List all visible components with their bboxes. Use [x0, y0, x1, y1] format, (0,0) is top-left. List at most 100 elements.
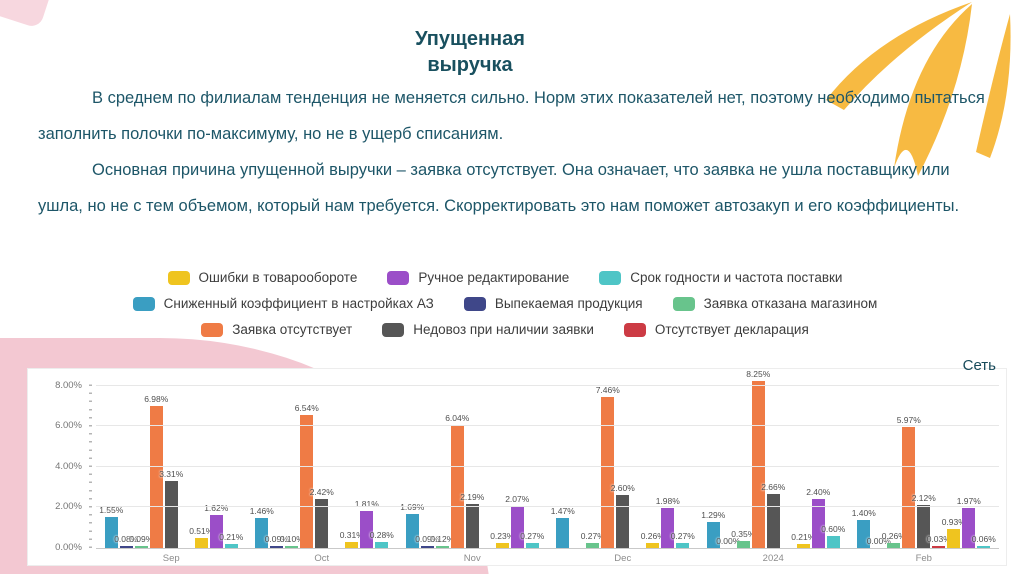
bar-value-label: 0.60%: [821, 523, 846, 534]
bar: 0.12%: [430, 534, 454, 548]
bar: 0.08%: [114, 534, 138, 548]
bar: 7.46%: [596, 385, 620, 548]
bar: 3.31%: [159, 469, 183, 548]
legend-item-label: Ошибки в товарообороте: [198, 270, 358, 285]
bar-value-label: 0.51%: [189, 525, 214, 536]
bar-value-label: 2.19%: [460, 491, 485, 502]
bar: 0.60%: [821, 524, 845, 548]
bar: 2.40%: [806, 487, 830, 548]
bar-value-label: 2.60%: [610, 483, 635, 494]
legend-item: Ошибки в товарообороте: [167, 270, 358, 285]
bar-value-label: 8.25%: [746, 368, 771, 379]
bar-value-label: 2.40%: [806, 487, 831, 498]
bar: 0.26%: [641, 531, 665, 548]
bar-value-label: 0.06%: [971, 534, 996, 544]
bar-value-label: 1.47%: [550, 506, 575, 517]
legend-swatch: [132, 296, 155, 311]
bar: 2.07%: [505, 494, 529, 548]
y-axis: 0.00% 2.00% 4.00% 6.00% 8.00%: [28, 378, 88, 553]
bar-value-label: 1.55%: [99, 504, 124, 515]
bar-group: 1.29% 0.00% 0.35% 8.25% 2.66% 0.21% 2.40% 0.60%…: [701, 369, 845, 564]
y-axis-tick-label: 0.00%: [55, 542, 82, 553]
legend-item-label: Выпекаемая продукция: [494, 296, 643, 311]
bar: 5.97%: [897, 415, 921, 548]
bar-group: 1.69%0.09%0.12%6.04%2.19%0.23%2.07%0.27%…: [400, 378, 544, 564]
legend-item: Недовоз при наличии заявки: [382, 322, 594, 337]
bar: 0.21%: [791, 532, 815, 548]
bar: 0.26%: [882, 531, 906, 548]
page-title: Упущенная выручка: [30, 26, 910, 78]
bar-value-label: 0.28%: [369, 530, 394, 541]
bar: 1.62%: [204, 503, 228, 548]
legend-swatch: [382, 322, 405, 337]
bar-value-label: 1.98%: [655, 495, 680, 506]
bar: 6.54%: [295, 403, 319, 548]
bar: 1.46%: [250, 506, 274, 548]
bar-group: 1.40% 0.00% 0.26% 5.97% 2.12% 0.03% 0.93% 1.97%…: [852, 378, 996, 564]
bar-value-label: 0.27%: [670, 530, 695, 541]
legend-item-label: Заявка отсутствует: [232, 322, 353, 337]
bar: 0.09%: [415, 534, 439, 548]
bar-value-label: 2.66%: [761, 482, 786, 493]
legend-swatch: [201, 322, 224, 337]
legend-item: Заявка отказана магазином: [672, 296, 878, 311]
bar-group: 1.47% 0.27% 7.46% 2.60% 0.26% 1.98% 0.27% Dec: [551, 378, 695, 564]
legend-swatch: [463, 296, 486, 311]
bar-value-label: 0.21%: [219, 531, 244, 542]
legend-item-label: Ручное редактирование: [418, 270, 570, 285]
legend-item-label: Отсутствует декларация: [654, 322, 809, 337]
paragraph-2: Основная причина упущенной выручки – зая…: [38, 161, 960, 215]
bar: 0.10%: [280, 534, 304, 548]
x-axis-category-label: Oct: [314, 553, 330, 564]
bar-value-label: 1.40%: [851, 507, 876, 518]
bar-value-label: 1.29%: [701, 509, 726, 520]
bar-value-label: 2.42%: [309, 486, 334, 497]
bar: 0.93%: [942, 517, 966, 548]
bar-group: 1.55% 0.08% 0.09% 6.98% 3.31% 0.51% 1.62% 0.21%…: [99, 378, 243, 564]
legend-item: Ручное редактирование: [387, 270, 569, 285]
bar: 0.51%: [189, 526, 213, 548]
gridline: [96, 425, 999, 427]
page-title-line-2: выручка: [427, 54, 513, 76]
legend-item-label: Заявка отказана магазином: [703, 296, 878, 311]
chart-legend: Ошибки в товарообороте Ручное редактирова…: [30, 270, 980, 348]
legend-row: Заявка отсутствует Недовоз при наличии за…: [30, 322, 980, 337]
legend-item: Заявка отсутствует: [201, 322, 352, 337]
bar-value-label: 2.12%: [911, 492, 936, 503]
bar-value-label: 0.09%: [129, 534, 154, 544]
bar-group: 1.46% 0.09% 0.10% 6.54% 2.42% 0.31% 1.81% 0.28%…: [250, 378, 394, 564]
bar-value-label: 6.04%: [445, 413, 470, 424]
y-axis-tick-label: 6.00%: [55, 420, 82, 432]
page-title-line-1: Упущенная: [415, 28, 525, 50]
decor-pink-wisp-top-left: [0, 0, 53, 29]
bar-value-label: 0.21%: [791, 531, 816, 542]
bar-value-label: 0.00%: [716, 536, 741, 546]
bar: 6.98%: [144, 394, 168, 548]
bar-value-label: 5.97%: [896, 414, 921, 425]
bar: 0.27%: [520, 531, 544, 548]
y-axis-tick-label: 8.00%: [55, 379, 82, 391]
bar: 2.19%: [460, 492, 484, 548]
bar-value-label: 1.46%: [249, 506, 274, 517]
y-axis-tick-label: 2.00%: [55, 501, 82, 513]
bar-groups: 1.55% 0.08% 0.09% 6.98% 3.31% 0.51% 1.62% 0.21%…: [96, 369, 999, 564]
bar-value-label: 0.12%: [430, 533, 455, 544]
bar: 1.29%: [701, 510, 725, 548]
x-axis-category-label: Sep: [162, 553, 180, 564]
bar: 6.04%: [445, 413, 469, 548]
y-axis-minor-ticks: [89, 378, 92, 548]
bar: 2.66%: [761, 482, 785, 548]
bar-value-label: 0.27%: [520, 530, 545, 541]
bar-value-label: 2.07%: [505, 493, 530, 504]
bar: 1.40%: [852, 508, 876, 548]
legend-row: Сниженный коэффициент в настройках АЗ Вып…: [30, 296, 980, 311]
bar: 0.27%: [581, 531, 605, 548]
bar-value-label: 0.93%: [941, 517, 966, 528]
bar: 0.09%: [129, 534, 153, 548]
bar: 0.03%: [927, 534, 951, 548]
x-axis-category-label: Dec: [614, 553, 632, 564]
bar-value-label: 6.54%: [294, 403, 319, 414]
legend-row: Ошибки в товарообороте Ручное редактирова…: [30, 270, 980, 285]
bar-value-label: 0.08%: [114, 534, 139, 544]
